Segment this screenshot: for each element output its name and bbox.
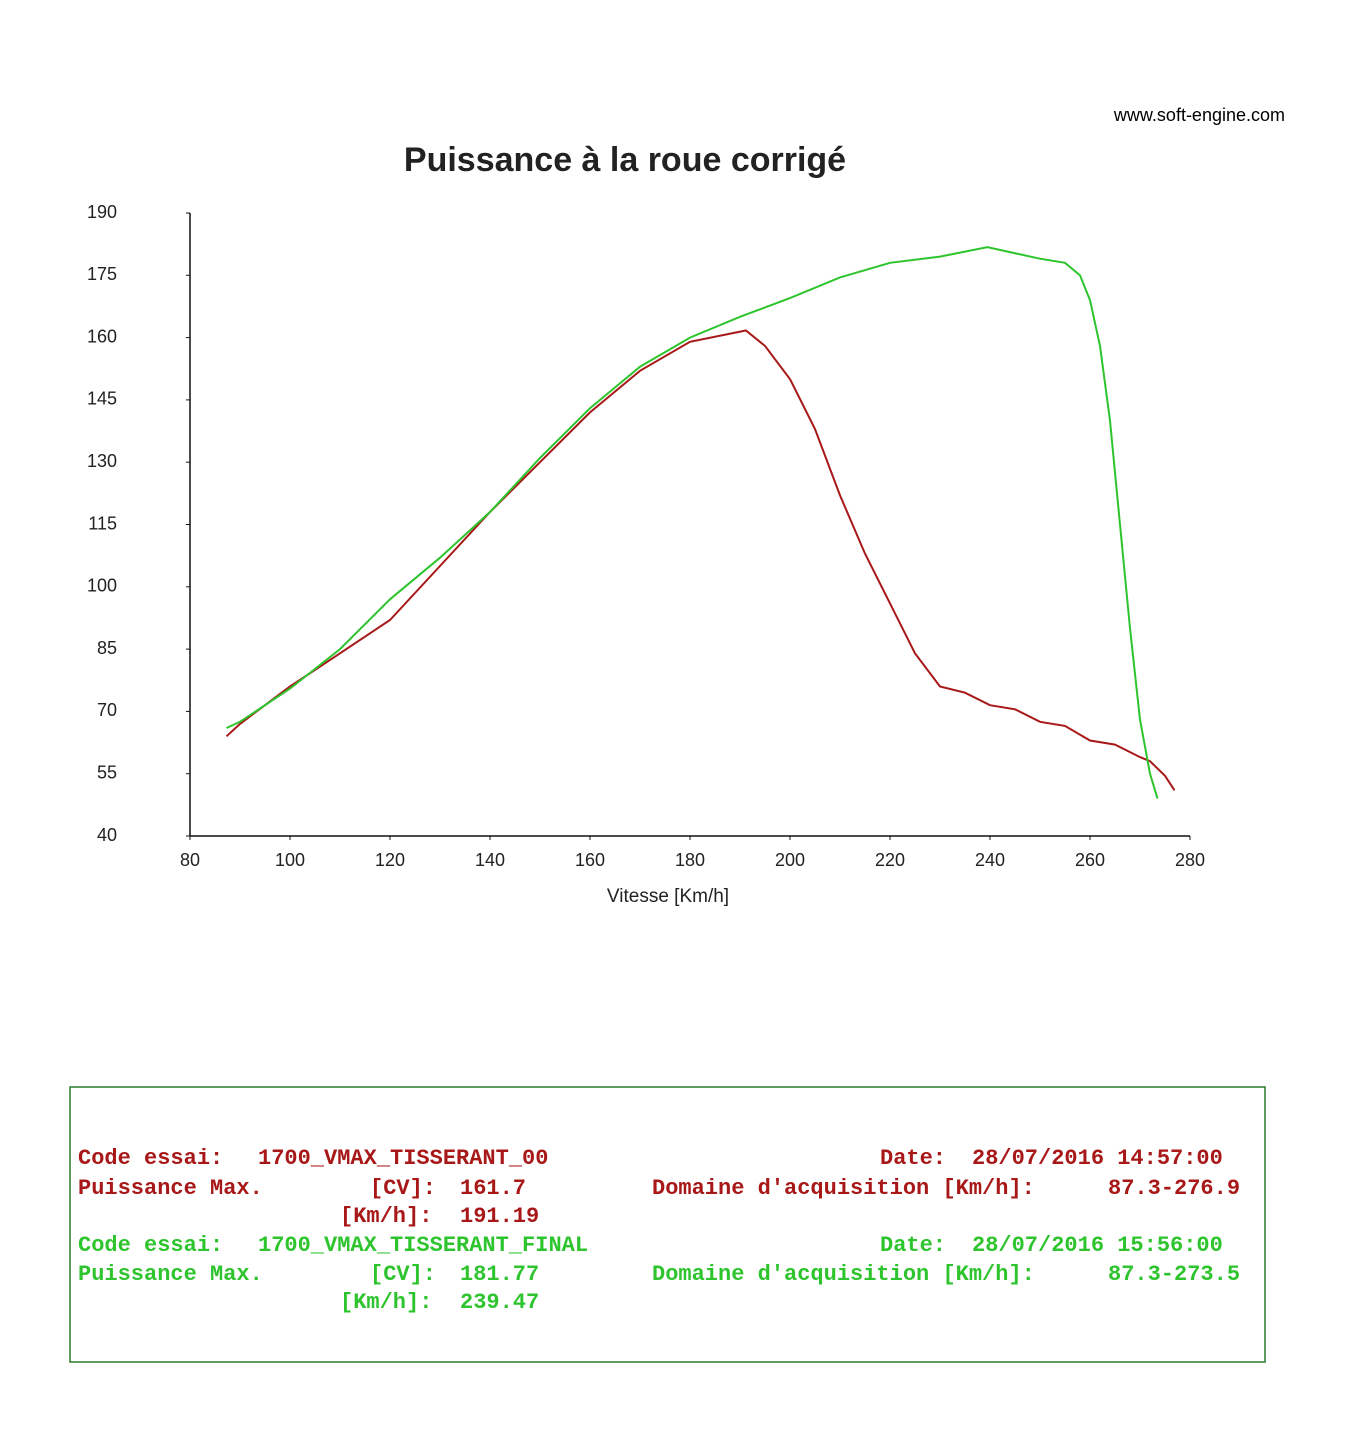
- y-tick-label: 70: [97, 700, 117, 720]
- x-tick-label: 220: [875, 850, 905, 870]
- info-text: Puissance Max.: [78, 1176, 263, 1201]
- x-tick-label: 180: [675, 850, 705, 870]
- info-text: 181.77: [460, 1262, 539, 1287]
- info-text: 161.7: [460, 1176, 526, 1201]
- info-text: 87.3-273.5: [1108, 1262, 1240, 1287]
- y-tick-label: 40: [97, 825, 117, 845]
- x-tick-label: 200: [775, 850, 805, 870]
- power-curve: [226, 246, 1159, 799]
- x-tick-label: 280: [1175, 850, 1205, 870]
- y-tick-label: 85: [97, 638, 117, 658]
- info-text: 191.19: [460, 1204, 539, 1229]
- y-tick-label: 190: [87, 202, 117, 222]
- info-text: 1700_VMAX_TISSERANT_FINAL: [258, 1233, 588, 1258]
- x-axis-label: Vitesse [Km/h]: [607, 886, 729, 907]
- chart-title: Puissance à la roue corrigé: [404, 141, 846, 179]
- y-tick-label: 55: [97, 762, 117, 782]
- y-tick-label: 115: [88, 513, 117, 533]
- x-tick-label: 120: [375, 850, 405, 870]
- info-text: Date:: [880, 1233, 946, 1258]
- info-text: [CV]:: [370, 1176, 436, 1201]
- y-tick-label: 130: [87, 451, 117, 471]
- info-text: 1700_VMAX_TISSERANT_00: [258, 1146, 548, 1171]
- info-text: 28/07/2016 15:56:00: [972, 1233, 1223, 1258]
- info-text: 28/07/2016 14:57:00: [972, 1146, 1223, 1171]
- x-tick-label: 260: [1075, 850, 1105, 870]
- info-text: Domaine d'acquisition [Km/h]:: [652, 1176, 1035, 1201]
- x-tick-label: 160: [575, 850, 605, 870]
- y-tick-label: 175: [87, 264, 117, 284]
- info-text: Code essai:: [78, 1233, 223, 1258]
- y-tick-label: 100: [87, 576, 117, 596]
- power-curve: [225, 329, 1176, 791]
- y-tick-label: 145: [87, 389, 117, 409]
- info-text: 239.47: [460, 1290, 539, 1315]
- x-tick-label: 80: [180, 850, 200, 870]
- info-text: Puissance Max.: [78, 1262, 263, 1287]
- info-text: Domaine d'acquisition [Km/h]:: [652, 1262, 1035, 1287]
- x-tick-label: 240: [975, 850, 1005, 870]
- info-text: [Km/h]:: [340, 1204, 432, 1229]
- info-text: 87.3-276.9: [1108, 1176, 1240, 1201]
- y-tick-label: 160: [87, 326, 117, 346]
- site-url: www.soft-engine.com: [1113, 105, 1285, 125]
- info-text: [Km/h]:: [340, 1290, 432, 1315]
- info-text: Date:: [880, 1146, 946, 1171]
- x-tick-label: 140: [475, 850, 505, 870]
- info-text: Code essai:: [78, 1146, 223, 1171]
- x-tick-label: 100: [275, 850, 305, 870]
- info-text: [CV]:: [370, 1262, 436, 1287]
- info-box: [69, 1086, 1266, 1363]
